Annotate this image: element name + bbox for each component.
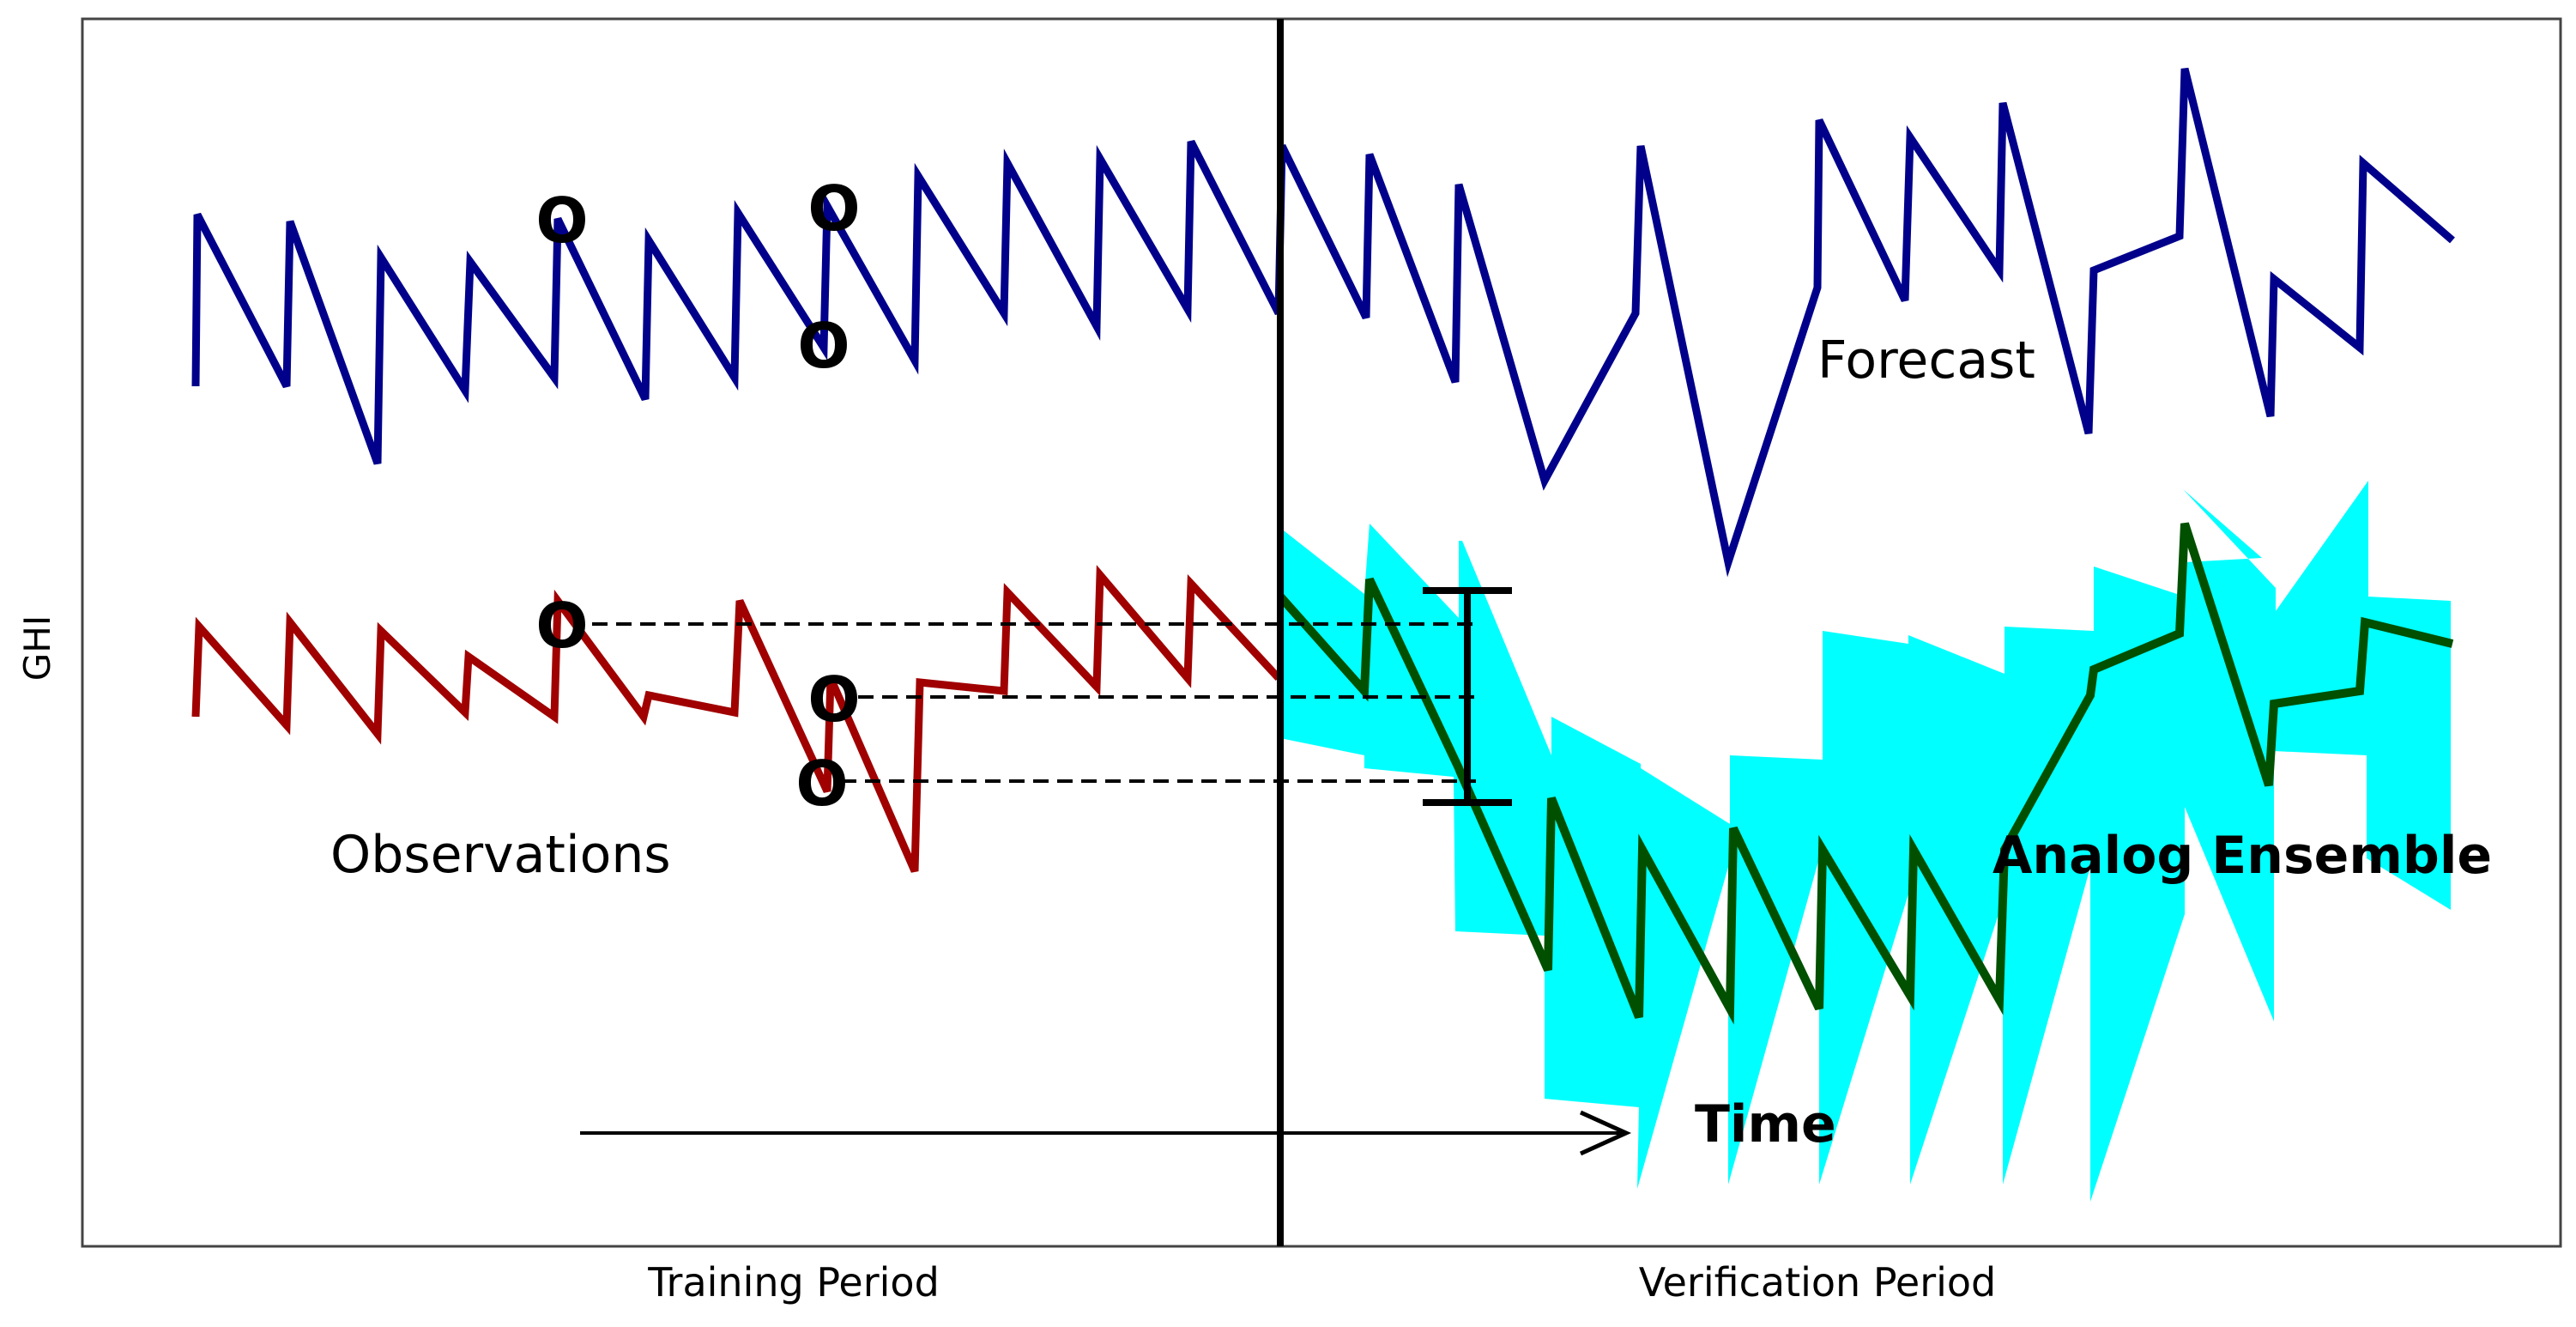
observations-line: [191, 565, 1282, 873]
y-axis-label: GHI: [16, 615, 58, 682]
x-axis-label-training: Training Period: [647, 1259, 940, 1306]
analog-marker: O: [797, 310, 850, 382]
forecast-line: [191, 67, 2455, 578]
analog-marker: O: [807, 664, 860, 736]
analog-matching-lines: [592, 622, 1476, 783]
analog-marker: O: [795, 748, 848, 820]
analog-marker: O: [535, 185, 588, 257]
x-axis-label-verification: Verification Period: [1639, 1259, 1997, 1306]
plot-frame: [81, 17, 2562, 1248]
analog-ensemble-label: Analog Ensemble: [1992, 826, 2492, 886]
analog-markers: O O O O O O: [535, 173, 860, 820]
time-label: Time: [1695, 1094, 1836, 1154]
analog-ensemble-spread-band: [1280, 481, 2451, 1202]
observations-label: Observations: [330, 825, 671, 885]
analog-marker: O: [535, 590, 588, 662]
forecast-label: Forecast: [1817, 330, 2035, 391]
analog-marker: O: [807, 173, 860, 245]
ensemble-range-error-bar: [1423, 587, 1512, 806]
time-arrow: [580, 1110, 1632, 1156]
